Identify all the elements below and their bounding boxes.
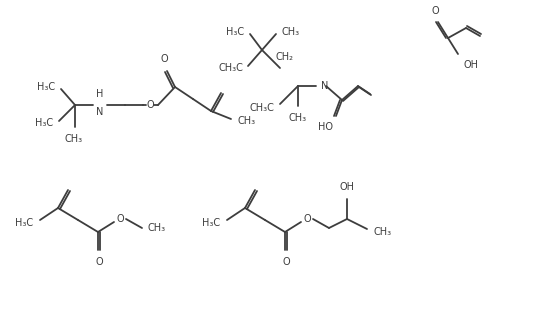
Text: CH₃: CH₃ (65, 134, 83, 144)
Text: N: N (96, 107, 104, 117)
Text: OH: OH (463, 60, 478, 70)
Text: H₃C: H₃C (35, 118, 53, 128)
Text: H₃C: H₃C (226, 27, 244, 37)
Text: CH₃: CH₃ (281, 27, 299, 37)
Text: CH₃C: CH₃C (249, 103, 274, 113)
Text: CH₃: CH₃ (374, 227, 392, 237)
Text: CH₃: CH₃ (238, 116, 256, 126)
Text: CH₃: CH₃ (148, 223, 166, 233)
Text: OH: OH (339, 182, 355, 192)
Text: CH₂: CH₂ (275, 52, 293, 62)
Text: H: H (96, 89, 104, 99)
Text: O: O (116, 214, 124, 224)
Text: H₃C: H₃C (202, 218, 220, 228)
Text: O: O (431, 6, 439, 16)
Text: O: O (160, 54, 168, 64)
Text: N: N (321, 81, 328, 91)
Text: O: O (146, 100, 154, 110)
Text: O: O (282, 257, 290, 267)
Text: H₃C: H₃C (37, 82, 55, 92)
Text: O: O (303, 214, 311, 224)
Text: CH₃: CH₃ (289, 113, 307, 123)
Text: O: O (95, 257, 103, 267)
Text: CH₃C: CH₃C (218, 63, 243, 73)
Text: HO: HO (318, 122, 333, 132)
Text: H₃C: H₃C (15, 218, 33, 228)
